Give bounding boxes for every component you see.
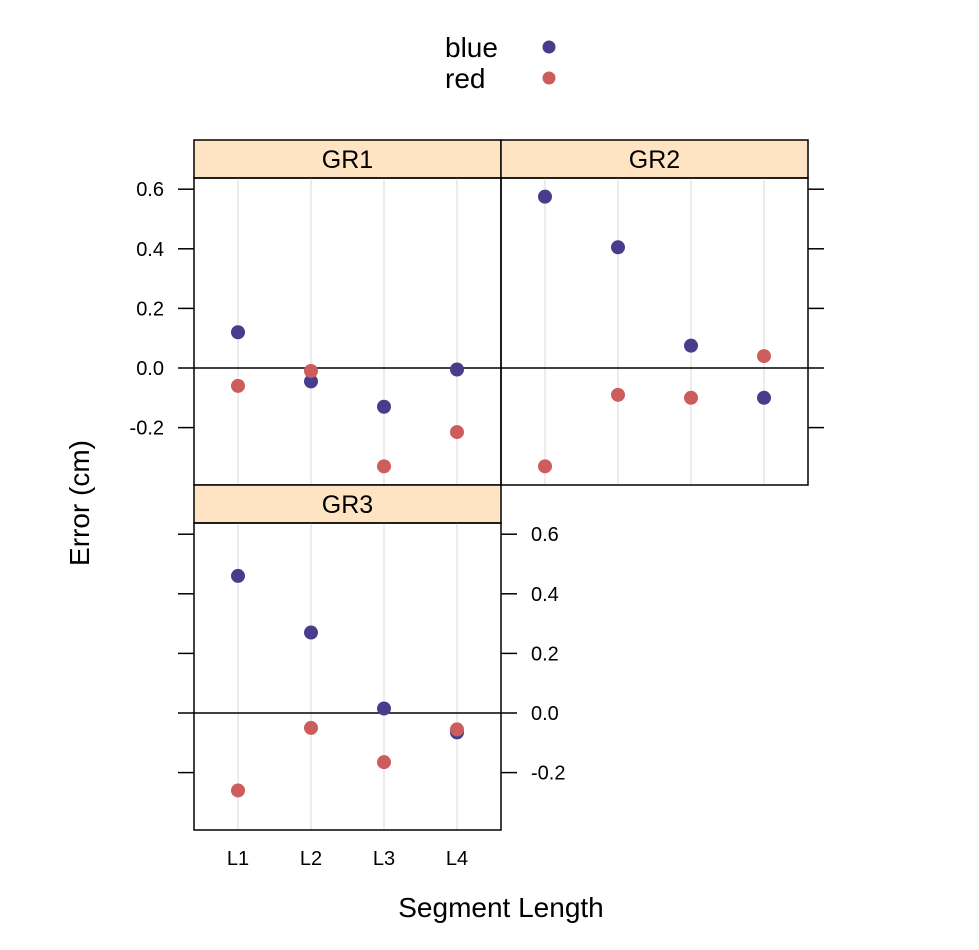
point-blue-l4: [757, 390, 771, 405]
point-blue-l2: [304, 374, 318, 389]
point-blue-l1: [538, 189, 552, 204]
y-tick-label: 0.0: [531, 703, 559, 725]
point-red-l3: [377, 459, 391, 474]
y-tick-label: -0.2: [130, 418, 164, 440]
point-red-l2: [304, 720, 318, 735]
panel-border: [193, 522, 502, 831]
point-red-l4: [757, 349, 771, 364]
point-blue-l3: [684, 338, 698, 353]
point-red-l1: [231, 783, 245, 798]
panel-gr1: GR1: [193, 139, 502, 486]
point-blue-l1: [231, 568, 245, 583]
legend-label-red: red: [445, 63, 485, 94]
point-blue-l1: [231, 325, 245, 340]
legend-label-blue: blue: [445, 32, 498, 63]
axes: 0.6 0.4 0.2 0.0 -0.2 0.6 0.4 0.2 0.0 -0.2 L1 L2 L3 L4: [130, 179, 824, 870]
point-red-l1: [231, 378, 245, 393]
point-blue-l3: [377, 399, 391, 414]
y-tick-label: 0.6: [531, 524, 559, 546]
point-red-l1: [538, 459, 552, 474]
point-blue-l4: [450, 362, 464, 377]
panel-border: [500, 177, 809, 486]
legend-dot-blue: [542, 40, 556, 54]
y-tick-label: -0.2: [531, 763, 565, 785]
x-tick-label-l2: L2: [300, 848, 322, 870]
panels: GR1 GR2 GR3: [193, 139, 809, 831]
point-red-l3: [377, 755, 391, 770]
point-red-l3: [684, 390, 698, 405]
point-blue-l2: [611, 240, 625, 255]
y-tick-label: 0.4: [531, 584, 559, 606]
panel-title: GR1: [322, 146, 373, 174]
y-tick-label: 0.2: [531, 643, 559, 665]
y-tick-label: 0.6: [136, 179, 164, 201]
y-tick-label: 0.4: [136, 239, 164, 261]
panel-title: GR3: [322, 491, 373, 519]
point-red-l4: [450, 722, 464, 737]
y-axis-label: Error (cm): [64, 440, 95, 566]
x-tick-label-l3: L3: [373, 848, 395, 870]
legend-dot-red: [542, 71, 556, 85]
point-red-l4: [450, 425, 464, 440]
point-red-l2: [611, 387, 625, 402]
point-blue-l3: [377, 701, 391, 716]
panel-strip: [193, 484, 502, 524]
point-red-l2: [304, 363, 318, 378]
point-blue-l2: [304, 625, 318, 640]
panel-strip: [193, 139, 502, 179]
y-tick-label: 0.2: [136, 298, 164, 320]
x-axis-label: Segment Length: [398, 892, 604, 923]
panel-title: GR2: [629, 146, 680, 174]
x-tick-label-l4: L4: [446, 848, 468, 870]
x-tick-label-l1: L1: [227, 848, 249, 870]
panel-gr2: GR2: [500, 139, 809, 486]
panel-gr3: GR3: [193, 484, 502, 831]
y-tick-label: 0.0: [136, 358, 164, 380]
